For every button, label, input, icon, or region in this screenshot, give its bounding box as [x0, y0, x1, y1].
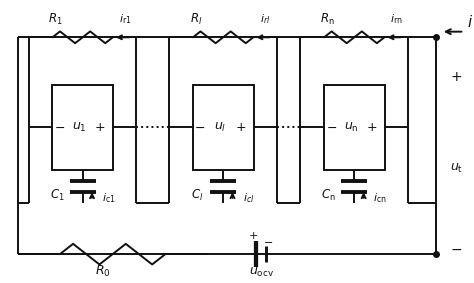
Text: $u_l$: $u_l$ — [214, 121, 226, 134]
Text: $+$: $+$ — [94, 121, 105, 134]
Text: $C_1$: $C_1$ — [50, 187, 64, 203]
Text: $+$: $+$ — [248, 230, 259, 241]
Text: $i_{\mathrm{c1}}$: $i_{\mathrm{c1}}$ — [101, 191, 115, 205]
Text: $i$: $i$ — [466, 14, 473, 30]
Text: $R_l$: $R_l$ — [190, 11, 202, 27]
Text: $u_1$: $u_1$ — [72, 121, 87, 134]
Text: $C_l$: $C_l$ — [191, 187, 204, 203]
Text: $-$: $-$ — [194, 121, 206, 134]
Text: $R_1$: $R_1$ — [48, 11, 63, 27]
Text: $-$: $-$ — [450, 241, 463, 256]
Text: $i_{rl}$: $i_{rl}$ — [260, 12, 271, 26]
Bar — [193, 85, 254, 170]
Text: $-$: $-$ — [264, 236, 273, 246]
Text: $R_0$: $R_0$ — [95, 263, 111, 278]
Bar — [324, 85, 385, 170]
Text: $+$: $+$ — [365, 121, 377, 134]
Text: $u_{\mathrm{n}}$: $u_{\mathrm{n}}$ — [344, 121, 358, 134]
Text: $+$: $+$ — [450, 70, 462, 84]
Text: $C_{\mathrm{n}}$: $C_{\mathrm{n}}$ — [321, 187, 336, 203]
Text: $R_{\mathrm{n}}$: $R_{\mathrm{n}}$ — [320, 11, 335, 27]
Text: $u_{\mathrm{t}}$: $u_{\mathrm{t}}$ — [450, 162, 464, 175]
Text: $i_{cl}$: $i_{cl}$ — [243, 191, 255, 205]
Text: $+$: $+$ — [235, 121, 246, 134]
Text: $-$: $-$ — [326, 121, 337, 134]
Text: $u_{\mathrm{ocv}}$: $u_{\mathrm{ocv}}$ — [248, 266, 273, 279]
Bar — [52, 85, 113, 170]
Text: $i_{\mathrm{cn}}$: $i_{\mathrm{cn}}$ — [373, 191, 387, 205]
Text: $-$: $-$ — [54, 121, 65, 134]
Text: $i_{\mathrm{rn}}$: $i_{\mathrm{rn}}$ — [390, 12, 403, 26]
Text: $i_{\mathrm{r1}}$: $i_{\mathrm{r1}}$ — [118, 12, 131, 26]
